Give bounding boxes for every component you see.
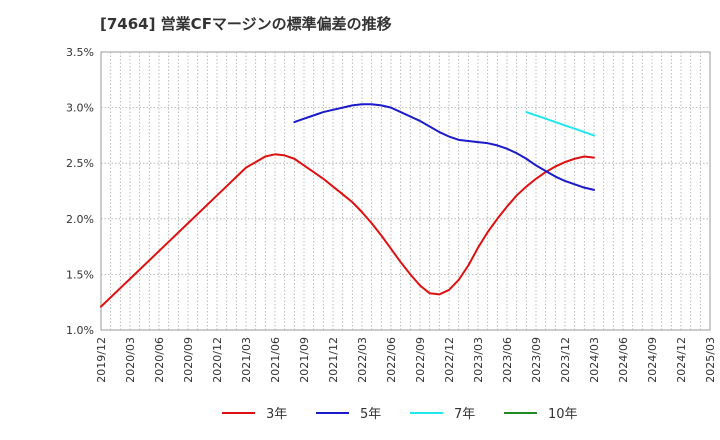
y-axis: 1.0% 1.5% 2.0% 2.5% 3.0% 3.5% <box>66 46 94 337</box>
y-tick-label: 3.5% <box>66 46 94 59</box>
series-line-2 <box>293 103 595 191</box>
legend-label: 7年 <box>454 407 475 422</box>
y-tick-label: 1.5% <box>66 268 94 281</box>
x-tick-label: 2021/03 <box>240 337 253 383</box>
legend-label: 5年 <box>360 407 381 422</box>
x-axis: 2019/12 2020/03 2020/06 2020/09 2020/12 2021/… <box>95 337 717 383</box>
x-tick-label: 2023/06 <box>501 337 514 383</box>
series-group <box>100 103 595 308</box>
x-tick-label: 2023/09 <box>530 337 543 383</box>
legend-item-1: 3年 <box>222 407 287 422</box>
y-tick-label: 2.0% <box>66 213 94 226</box>
legend-item-3: 7年 <box>410 407 475 422</box>
x-tick-label: 2019/12 <box>95 337 108 383</box>
x-tick-label: 2024/03 <box>588 337 601 383</box>
plot-background <box>100 51 711 331</box>
x-tick-label: 2020/12 <box>211 337 224 383</box>
legend-label: 3年 <box>266 407 287 422</box>
legend-label: 10年 <box>548 407 578 422</box>
x-tick-label: 2024/06 <box>617 337 630 383</box>
plot-area <box>100 51 711 331</box>
x-tick-label: 2024/12 <box>675 337 688 383</box>
x-tick-label: 2021/09 <box>298 337 311 383</box>
x-tick-label: 2024/09 <box>646 337 659 383</box>
series-line-3 <box>525 111 595 137</box>
x-tick-label: 2022/09 <box>414 337 427 383</box>
x-tick-label: 2021/06 <box>269 337 282 383</box>
chart-title: [7464] 営業CFマージンの標準偏差の推移 <box>100 15 392 33</box>
legend-item-2: 5年 <box>316 407 381 422</box>
x-tick-label: 2020/06 <box>153 337 166 383</box>
x-tick-label: 2020/09 <box>182 337 195 383</box>
x-tick-label: 2025/03 <box>704 337 717 383</box>
grid <box>101 52 710 330</box>
x-tick-label: 2021/12 <box>327 337 340 383</box>
x-tick-label: 2022/03 <box>356 337 369 383</box>
legend: 3年 5年 7年 10年 <box>222 407 578 422</box>
x-tick-label: 2022/06 <box>385 337 398 383</box>
x-tick-label: 2023/12 <box>559 337 572 383</box>
y-tick-label: 3.0% <box>66 102 94 115</box>
x-tick-label: 2022/12 <box>443 337 456 383</box>
x-tick-label: 2023/03 <box>472 337 485 383</box>
series-line-1 <box>100 153 595 308</box>
y-tick-label: 2.5% <box>66 157 94 170</box>
y-tick-label: 1.0% <box>66 324 94 337</box>
legend-item-4: 10年 <box>504 407 578 422</box>
x-tick-label: 2020/03 <box>124 337 137 383</box>
